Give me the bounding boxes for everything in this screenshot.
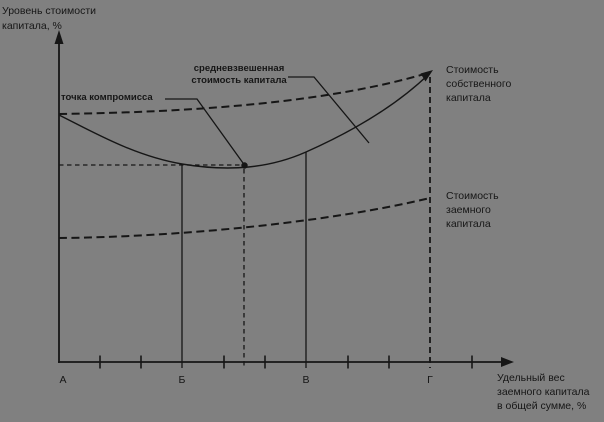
compromise-callout-label: точка компромисса (61, 92, 153, 103)
y-axis-label: Уровень стоимости капитала, % (2, 4, 96, 34)
equity-curve-label: Стоимость собственного капитала (446, 63, 511, 105)
x-axis-arrowhead-icon (501, 357, 514, 367)
y-axis-label-line2: капитала, % (2, 20, 62, 32)
wacc-callout-line1: средневзвешенная (193, 63, 285, 74)
tick-label-a: А (59, 374, 67, 386)
x-axis-label-line2: заемного капитала (497, 386, 590, 398)
wacc-curve (58, 73, 430, 169)
x-axis-label-line3: в общей сумме, % (497, 400, 587, 412)
curves-arrowhead-icon (420, 70, 433, 82)
debt-label-line1: Стоимость (446, 190, 499, 202)
compromise-point-dot (241, 162, 248, 169)
x-axis-ticks (99, 355, 473, 369)
wacc-callout-line (288, 76, 370, 144)
equity-label-line2: собственного (446, 78, 512, 90)
debt-label-line2: заемного (446, 204, 491, 216)
x-axis-label-line1: Удельный вес (497, 372, 565, 384)
tick-label-g: Г (427, 374, 433, 386)
debt-label-line3: капитала (446, 218, 491, 230)
debt-cost-curve (58, 197, 431, 239)
debt-curve-label: Стоимость заемного капитала (446, 189, 499, 231)
wacc-callout-label: средневзвешенная стоимость капитала (189, 63, 289, 86)
tick-label-v: В (302, 374, 310, 386)
compromise-callout-line (165, 98, 244, 164)
wacc-callout-line2: стоимость капитала (191, 74, 287, 86)
y-axis-arrowhead-icon (54, 30, 64, 44)
tick-label-b: Б (178, 374, 186, 386)
y-axis-label-line1: Уровень стоимости (2, 5, 96, 17)
equity-label-line1: Стоимость (446, 64, 499, 76)
x-axis-label: Удельный вес заемного капитала в общей с… (497, 371, 589, 413)
equity-cost-curve (58, 72, 429, 115)
equity-label-line3: капитала (446, 92, 491, 104)
